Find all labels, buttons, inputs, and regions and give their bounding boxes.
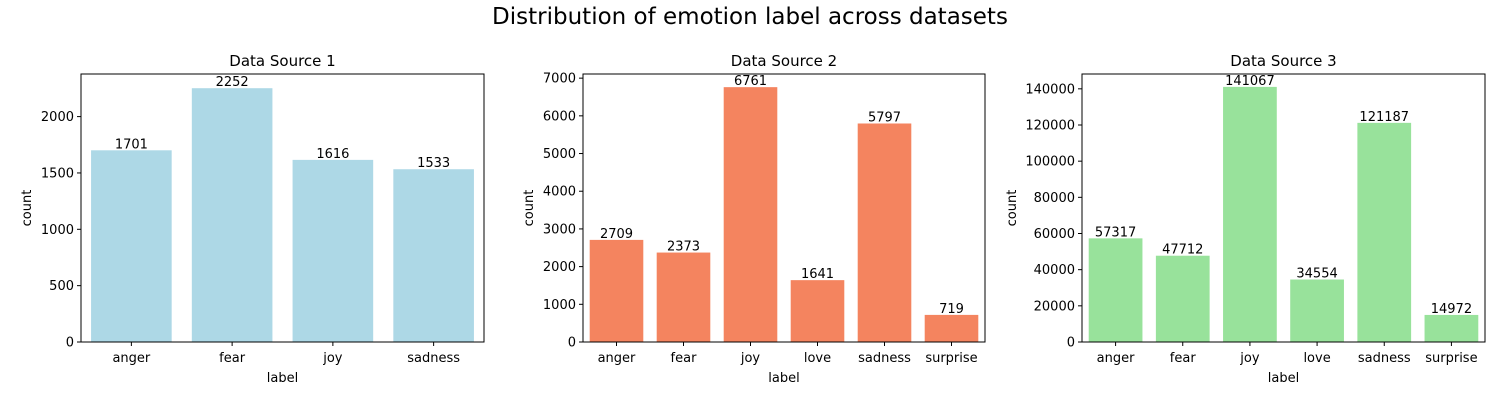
data-label-sadness: 121187 xyxy=(1359,110,1409,125)
data-label-love: 1641 xyxy=(801,267,834,282)
bar-joy xyxy=(723,87,778,342)
y-tick-label-80000: 80000 xyxy=(1034,191,1075,206)
data-label-joy: 1616 xyxy=(316,147,349,162)
x-tick-label-fear: fear xyxy=(671,351,698,366)
bar-sadness xyxy=(1357,122,1412,342)
y-tick-label-6000: 6000 xyxy=(543,109,576,124)
x-tick-label-sadness: sadness xyxy=(407,351,460,366)
data-label-sadness: 5797 xyxy=(868,110,901,125)
bar-anger xyxy=(1088,238,1143,342)
y-axis-label: count xyxy=(20,190,35,227)
y-tick-label-7000: 7000 xyxy=(543,72,576,87)
y-tick-label-0: 0 xyxy=(568,336,576,351)
x-axis-label: label xyxy=(768,371,799,386)
y-tick-label-100000: 100000 xyxy=(1025,155,1075,170)
bar-sadness xyxy=(857,123,912,342)
x-tick-label-love: love xyxy=(1303,351,1330,366)
x-axis-label: label xyxy=(267,371,298,386)
x-tick-label-fear: fear xyxy=(1170,351,1197,366)
data-label-fear: 2373 xyxy=(667,240,700,255)
bar-fear xyxy=(1155,255,1210,342)
x-tick-label-fear: fear xyxy=(219,351,246,366)
subplot-title: Data Source 3 xyxy=(1230,52,1336,70)
bar-sadness xyxy=(393,169,474,342)
data-label-love: 34554 xyxy=(1296,267,1337,282)
y-tick-label-1000: 1000 xyxy=(41,223,74,238)
data-label-fear: 2252 xyxy=(216,75,249,90)
x-tick-label-joy: joy xyxy=(1239,351,1260,366)
data-label-anger: 1701 xyxy=(115,137,148,152)
data-label-joy: 6761 xyxy=(734,74,767,89)
data-label-anger: 2709 xyxy=(600,227,633,242)
subplot-title: Data Source 2 xyxy=(731,52,837,70)
y-tick-label-0: 0 xyxy=(66,336,74,351)
plot-frame xyxy=(80,73,485,343)
x-tick-label-anger: anger xyxy=(112,351,150,366)
bar-fear xyxy=(191,88,273,342)
data-label-fear: 47712 xyxy=(1162,243,1203,258)
chart-panel-data-source-3: 57317 anger 47712 fear 141067 joy 34554 love 121… xyxy=(1005,52,1486,386)
y-tick-label-2000: 2000 xyxy=(543,260,576,275)
y-tick-label-3000: 3000 xyxy=(543,222,576,237)
data-label-sadness: 1533 xyxy=(417,156,450,171)
x-tick-label-anger: anger xyxy=(598,351,636,366)
y-axis-label: count xyxy=(522,190,537,227)
y-tick-label-1500: 1500 xyxy=(41,166,74,181)
data-label-anger: 57317 xyxy=(1095,225,1136,240)
bar-love xyxy=(1290,279,1344,342)
y-tick-label-1000: 1000 xyxy=(543,298,576,313)
x-tick-label-anger: anger xyxy=(1097,351,1135,366)
y-tick-label-4000: 4000 xyxy=(543,185,576,200)
y-tick-label-140000: 140000 xyxy=(1025,82,1075,97)
bar-fear xyxy=(656,252,711,342)
y-tick-label-120000: 120000 xyxy=(1025,118,1075,133)
y-tick-label-0: 0 xyxy=(1067,336,1075,351)
bar-surprise xyxy=(924,314,979,342)
x-tick-label-sadness: sadness xyxy=(1358,351,1411,366)
x-tick-label-surprise: surprise xyxy=(925,351,977,366)
bar-anger xyxy=(589,239,644,342)
plot-frame xyxy=(1081,73,1486,343)
chart-panel-data-source-2: 2709 anger 2373 fear 6761 joy 1641 love 5797 sadn… xyxy=(522,52,986,386)
bar-surprise xyxy=(1424,314,1479,342)
plot-frame xyxy=(582,73,986,343)
subplot-title: Data Source 1 xyxy=(229,52,335,70)
data-label-surprise: 719 xyxy=(939,302,964,317)
x-tick-label-joy: joy xyxy=(322,351,343,366)
chart-panel-data-source-1: 1701 anger 2252 fear 1616 joy 1533 sadness 0 500 1… xyxy=(20,52,485,386)
bar-joy xyxy=(292,159,374,342)
bar-love xyxy=(790,280,845,342)
figure-title: Distribution of emotion label across dat… xyxy=(492,4,1008,30)
y-tick-label-500: 500 xyxy=(49,279,74,294)
y-tick-label-2000: 2000 xyxy=(41,110,74,125)
x-tick-label-love: love xyxy=(804,351,831,366)
bar-joy xyxy=(1223,86,1277,343)
y-tick-label-20000: 20000 xyxy=(1034,299,1075,314)
bar-anger xyxy=(91,150,172,342)
x-axis-label: label xyxy=(1268,371,1299,386)
x-tick-label-sadness: sadness xyxy=(858,351,911,366)
y-tick-label-5000: 5000 xyxy=(543,147,576,162)
y-axis-label: count xyxy=(1005,190,1020,227)
data-label-surprise: 14972 xyxy=(1431,302,1472,317)
y-tick-label-60000: 60000 xyxy=(1034,227,1075,242)
y-tick-label-40000: 40000 xyxy=(1034,263,1075,278)
x-tick-label-joy: joy xyxy=(740,351,761,366)
x-tick-label-surprise: surprise xyxy=(1425,351,1477,366)
data-label-joy: 141067 xyxy=(1225,74,1275,89)
